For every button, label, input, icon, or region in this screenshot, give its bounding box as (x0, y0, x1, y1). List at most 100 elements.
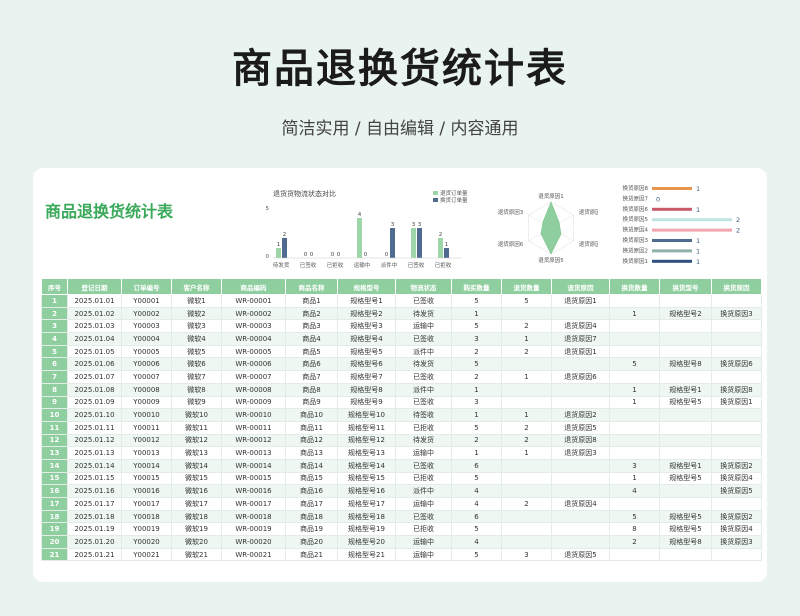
table-cell[interactable]: Y00010 (121, 408, 172, 422)
table-cell[interactable] (711, 420, 762, 435)
table-cell[interactable]: 已签收 (395, 395, 452, 410)
table-cell[interactable] (609, 446, 660, 460)
table-cell[interactable]: 5 (451, 294, 502, 308)
table-cell[interactable]: 换货原因5 (711, 484, 762, 498)
table-cell[interactable]: 退货原因4 (551, 319, 610, 334)
table-cell[interactable]: 1 (609, 395, 660, 410)
table-cell[interactable]: 2 (451, 344, 502, 359)
table-cell[interactable] (551, 484, 610, 498)
table-cell[interactable]: 5 (609, 357, 660, 372)
table-cell[interactable]: 退货原因5 (551, 420, 610, 435)
table-cell[interactable]: 6 (451, 458, 502, 473)
table-cell[interactable] (659, 420, 712, 435)
table-cell[interactable]: 微软5 (171, 344, 222, 359)
table-cell[interactable]: Y00007 (121, 370, 172, 384)
table-cell[interactable]: 规格型号16 (337, 484, 396, 498)
row-number-cell[interactable]: 8 (41, 382, 68, 397)
row-number-cell[interactable]: 18 (41, 509, 68, 524)
table-cell[interactable]: 微软20 (171, 535, 222, 549)
table-cell[interactable]: Y00009 (121, 395, 172, 410)
table-cell[interactable]: 1 (609, 306, 660, 321)
table-cell[interactable]: 商品17 (285, 497, 338, 511)
table-cell[interactable]: Y00002 (121, 306, 172, 321)
table-cell[interactable]: 派件中 (395, 344, 452, 359)
table-cell[interactable]: 规格型号4 (337, 332, 396, 346)
table-cell[interactable] (711, 370, 762, 384)
table-cell[interactable]: 4 (451, 484, 502, 498)
table-cell[interactable]: 规格型号2 (337, 306, 396, 321)
table-cell[interactable]: 2 (501, 497, 552, 511)
table-cell[interactable]: 换货原因4 (711, 522, 762, 537)
table-cell[interactable]: 商品1 (285, 294, 338, 308)
table-cell[interactable] (711, 408, 762, 422)
table-cell[interactable] (609, 420, 660, 435)
table-cell[interactable] (551, 471, 610, 486)
table-cell[interactable]: 规格型号5 (659, 522, 712, 537)
table-cell[interactable] (609, 408, 660, 422)
table-cell[interactable]: Y00006 (121, 357, 172, 372)
row-number-cell[interactable]: 12 (41, 433, 68, 448)
table-cell[interactable]: 商品21 (285, 547, 338, 562)
table-cell[interactable]: WR-00013 (221, 446, 286, 460)
row-number-cell[interactable]: 19 (41, 522, 68, 537)
table-cell[interactable]: 2 (501, 420, 552, 435)
table-cell[interactable]: 已签收 (395, 370, 452, 384)
table-cell[interactable]: 4 (609, 484, 660, 498)
table-cell[interactable]: 规格型号20 (337, 535, 396, 549)
table-cell[interactable] (609, 547, 660, 562)
table-cell[interactable]: 换货原因1 (711, 395, 762, 410)
table-cell[interactable]: Y00011 (121, 420, 172, 435)
table-cell[interactable]: Y00015 (121, 471, 172, 486)
table-cell[interactable]: 1 (501, 370, 552, 384)
table-cell[interactable]: 规格型号2 (659, 306, 712, 321)
table-cell[interactable]: 派件中 (395, 382, 452, 397)
row-number-cell[interactable]: 6 (41, 357, 68, 372)
table-cell[interactable] (609, 370, 660, 384)
table-cell[interactable]: 规格型号5 (659, 395, 712, 410)
table-cell[interactable]: 微软1 (171, 294, 222, 308)
table-cell[interactable] (551, 306, 610, 321)
row-number-cell[interactable]: 10 (41, 408, 68, 422)
table-cell[interactable]: 已拒收 (395, 471, 452, 486)
table-cell[interactable]: 规格型号17 (337, 497, 396, 511)
table-cell[interactable]: Y00019 (121, 522, 172, 537)
table-cell[interactable]: 商品19 (285, 522, 338, 537)
table-cell[interactable]: 已签收 (395, 458, 452, 473)
table-cell[interactable]: 退货原因1 (551, 344, 610, 359)
table-cell[interactable]: 退货原因2 (551, 408, 610, 422)
table-cell[interactable]: 换货原因4 (711, 471, 762, 486)
table-cell[interactable]: 1 (501, 446, 552, 460)
table-cell[interactable] (659, 408, 712, 422)
table-cell[interactable] (501, 471, 552, 486)
table-cell[interactable] (711, 319, 762, 334)
table-cell[interactable]: 2025.01.11 (67, 420, 122, 435)
table-cell[interactable]: 规格型号8 (659, 535, 712, 549)
table-cell[interactable]: 待发货 (395, 357, 452, 372)
table-cell[interactable] (659, 484, 712, 498)
table-cell[interactable]: 微软4 (171, 332, 222, 346)
table-cell[interactable]: WR-00011 (221, 420, 286, 435)
table-cell[interactable]: 2025.01.12 (67, 433, 122, 448)
table-cell[interactable]: 微软15 (171, 471, 222, 486)
table-cell[interactable] (551, 522, 610, 537)
table-cell[interactable]: 2025.01.13 (67, 446, 122, 460)
table-cell[interactable]: 5 (609, 509, 660, 524)
table-cell[interactable]: 5 (501, 294, 552, 308)
table-cell[interactable]: 1 (451, 306, 502, 321)
table-cell[interactable]: WR-00015 (221, 471, 286, 486)
table-cell[interactable]: Y00001 (121, 294, 172, 308)
table-cell[interactable]: 5 (451, 522, 502, 537)
table-cell[interactable]: 商品12 (285, 433, 338, 448)
table-cell[interactable]: 微软2 (171, 306, 222, 321)
table-cell[interactable] (609, 433, 660, 448)
table-cell[interactable]: 商品18 (285, 509, 338, 524)
table-cell[interactable]: 退货原因6 (551, 370, 610, 384)
table-cell[interactable]: 2025.01.20 (67, 535, 122, 549)
table-cell[interactable]: 商品13 (285, 446, 338, 460)
table-cell[interactable] (501, 395, 552, 410)
table-cell[interactable]: 商品15 (285, 471, 338, 486)
table-cell[interactable]: 2025.01.06 (67, 357, 122, 372)
table-cell[interactable]: 1 (451, 382, 502, 397)
table-cell[interactable]: 运输中 (395, 535, 452, 549)
table-cell[interactable]: 2 (451, 433, 502, 448)
